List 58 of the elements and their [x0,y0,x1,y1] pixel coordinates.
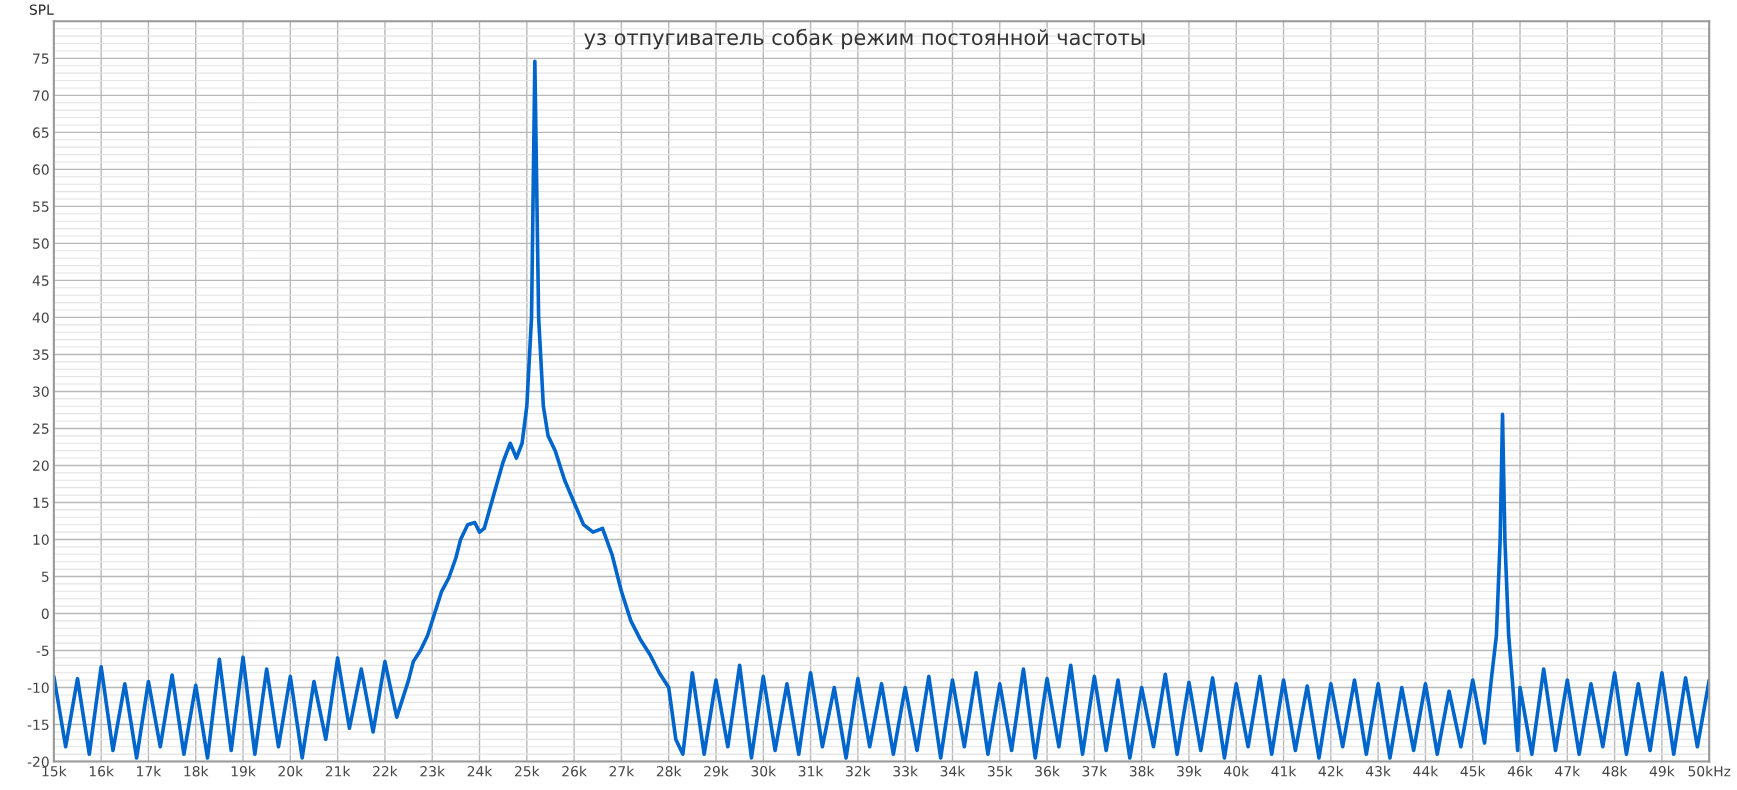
x-tick-label: 26k [562,765,587,777]
y-tick-label: 35 [33,349,49,360]
y-tick-label: 50 [33,238,49,249]
x-tick-label: 38k [1129,765,1155,777]
y-axis-title: SPL [29,4,54,15]
x-tick-label: 45k [1460,765,1486,777]
y-tick-label: 60 [32,164,49,175]
x-tick-label: 46k [1507,765,1533,777]
y-tick-label: 20 [33,460,49,471]
x-tick-label: 33k [893,765,918,777]
x-tick-label: 40k [1224,765,1250,777]
x-tick-label: 23k [420,765,446,777]
x-tick-label: 31k [798,765,824,777]
y-tick-label: 30 [33,386,49,397]
x-tick-label: 32k [846,765,871,777]
x-tick-label: 44k [1413,765,1439,777]
y-tick-label: -15 [27,719,49,731]
x-tick-label: 43k [1365,765,1391,777]
x-tick-label: 34k [940,765,966,777]
x-tick-label: 28k [656,765,682,777]
x-tick-label: 16k [89,765,114,777]
x-tick-label: 27k [609,765,635,777]
x-tick-label: 19k [231,765,256,777]
x-tick-label: 47k [1555,765,1581,777]
x-tick-label: 36k [1035,765,1060,777]
x-tick-label: 25k [514,765,540,777]
y-tick-label: 65 [32,127,49,138]
x-tick-label: 50kHz [1688,765,1731,777]
x-tick-label: 48k [1602,765,1628,777]
x-tick-label: 39k [1177,765,1202,777]
x-tick-label: 24k [467,765,493,777]
x-tick-label: 49k [1649,765,1675,777]
x-tick-label: 22k [373,765,398,777]
y-tick-label: 15 [33,497,49,508]
x-tick-label: 29k [704,765,729,777]
y-tick-label: 70 [33,90,49,101]
y-tick-label: -5 [36,645,49,656]
x-tick-label: 30k [751,765,777,777]
y-tick-label: -20 [27,756,49,768]
y-tick-label: 55 [33,201,49,212]
y-tick-label: 75 [33,53,49,64]
x-tick-label: 42k [1318,765,1344,777]
y-tick-label: 5 [41,571,49,582]
y-tick-label: 45 [32,275,49,286]
y-tick-label: 40 [32,312,49,323]
y-tick-label: 10 [33,534,49,545]
y-tick-label: 0 [41,608,49,619]
y-tick-label: 25 [33,423,49,434]
chart-title: уз отпугиватель собак режим постоянной частоты [584,28,1145,50]
x-tick-label: 15k [42,765,67,777]
x-tick-label: 35k [987,765,1013,777]
x-tick-label: 21k [325,765,351,777]
x-tick-label: 37k [1082,765,1108,777]
x-tick-label: 41k [1271,765,1297,777]
x-tick-label: 17k [137,765,162,777]
x-tick-label: 20k [278,765,304,777]
y-tick-label: -10 [27,682,49,694]
x-tick-label: 18k [184,765,209,777]
